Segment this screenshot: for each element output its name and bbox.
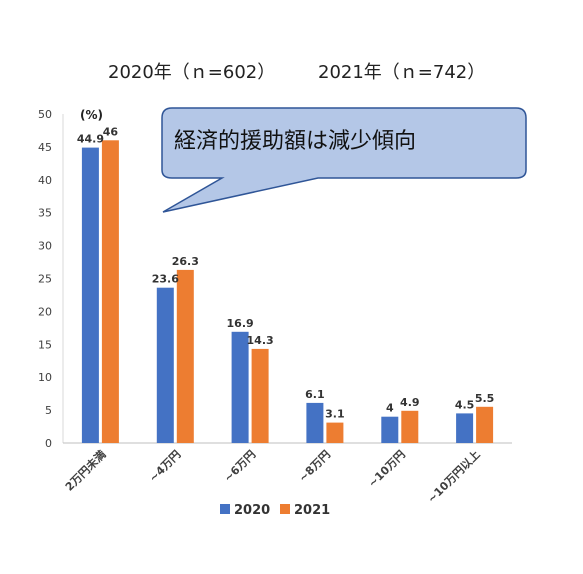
y-axis-ticks: 0 5 10 15 20 25 30 35 40 45 50 bbox=[38, 108, 52, 450]
unit-label: (%) bbox=[80, 108, 103, 122]
data-label-2021-5: 5.5 bbox=[475, 392, 495, 405]
callout: 経済的援助額は減少傾向 bbox=[161, 107, 527, 213]
data-label-2020-4: 4 bbox=[386, 402, 394, 415]
category-label-2: ~6万円 bbox=[222, 448, 259, 485]
category-label-1: ~4万円 bbox=[147, 448, 184, 485]
bar-2021-3 bbox=[326, 422, 344, 443]
legend-swatch-2020 bbox=[220, 504, 230, 514]
callout-text: 経済的援助額は減少傾向 bbox=[174, 129, 416, 154]
data-label-2021-3: 3.1 bbox=[325, 408, 345, 421]
bar-2021-2 bbox=[251, 348, 269, 443]
bar-2021-1 bbox=[176, 269, 194, 443]
bar-2020-5 bbox=[456, 413, 474, 443]
y-tick-label: 50 bbox=[38, 108, 52, 121]
bar-2020-4 bbox=[381, 416, 399, 443]
legend-swatch-2021 bbox=[280, 504, 290, 514]
y-tick-label: 35 bbox=[38, 207, 52, 220]
y-tick-label: 10 bbox=[38, 371, 52, 384]
data-label-2021-1: 26.3 bbox=[172, 255, 199, 268]
category-label-5: ~10万円以上 bbox=[424, 447, 482, 505]
y-tick-label: 40 bbox=[38, 174, 52, 187]
data-label-2020-5: 4.5 bbox=[455, 398, 475, 411]
chart-title-2021: 2021年（ｎ=742） bbox=[318, 62, 485, 83]
y-tick-label: 20 bbox=[38, 305, 52, 318]
bar-2020-1 bbox=[156, 287, 174, 443]
y-tick-label: 0 bbox=[45, 437, 52, 450]
category-label-0: 2万円未満 bbox=[62, 447, 108, 493]
data-label-2021-0: 46 bbox=[103, 125, 119, 138]
category-label-3: ~8万円 bbox=[296, 448, 333, 485]
legend-label-2020: 2020 bbox=[234, 503, 270, 518]
bar-2021-5 bbox=[476, 406, 494, 443]
bar-2021-4 bbox=[401, 410, 419, 443]
legend-label-2021: 2021 bbox=[294, 503, 330, 518]
category-label-4: ~10万円 bbox=[366, 448, 408, 490]
y-tick-label: 15 bbox=[38, 338, 52, 351]
data-label-2021-4: 4.9 bbox=[400, 396, 420, 409]
y-tick-label: 30 bbox=[38, 240, 52, 253]
bar-2020-2 bbox=[231, 331, 249, 443]
legend: 2020 2021 bbox=[220, 503, 330, 518]
y-tick-label: 25 bbox=[38, 273, 52, 286]
data-label-2020-1: 23.6 bbox=[152, 273, 179, 286]
data-label-2020-3: 6.1 bbox=[305, 388, 325, 401]
bar-2020-3 bbox=[306, 402, 324, 443]
callout-bubble bbox=[161, 107, 527, 213]
data-label-2020-2: 16.9 bbox=[227, 317, 254, 330]
bar-2021-0 bbox=[101, 140, 119, 444]
data-label-2020-0: 44.9 bbox=[77, 133, 104, 146]
data-label-2021-2: 14.3 bbox=[247, 334, 274, 347]
bars bbox=[81, 140, 494, 444]
chart-title-2020: 2020年（ｎ=602） bbox=[108, 62, 275, 83]
y-tick-label: 5 bbox=[45, 404, 52, 417]
y-tick-label: 45 bbox=[38, 141, 52, 154]
bar-2020-0 bbox=[81, 147, 99, 443]
category-labels: 2万円未満 ~4万円 ~6万円 ~8万円 ~10万円 ~10万円以上 bbox=[62, 447, 483, 505]
